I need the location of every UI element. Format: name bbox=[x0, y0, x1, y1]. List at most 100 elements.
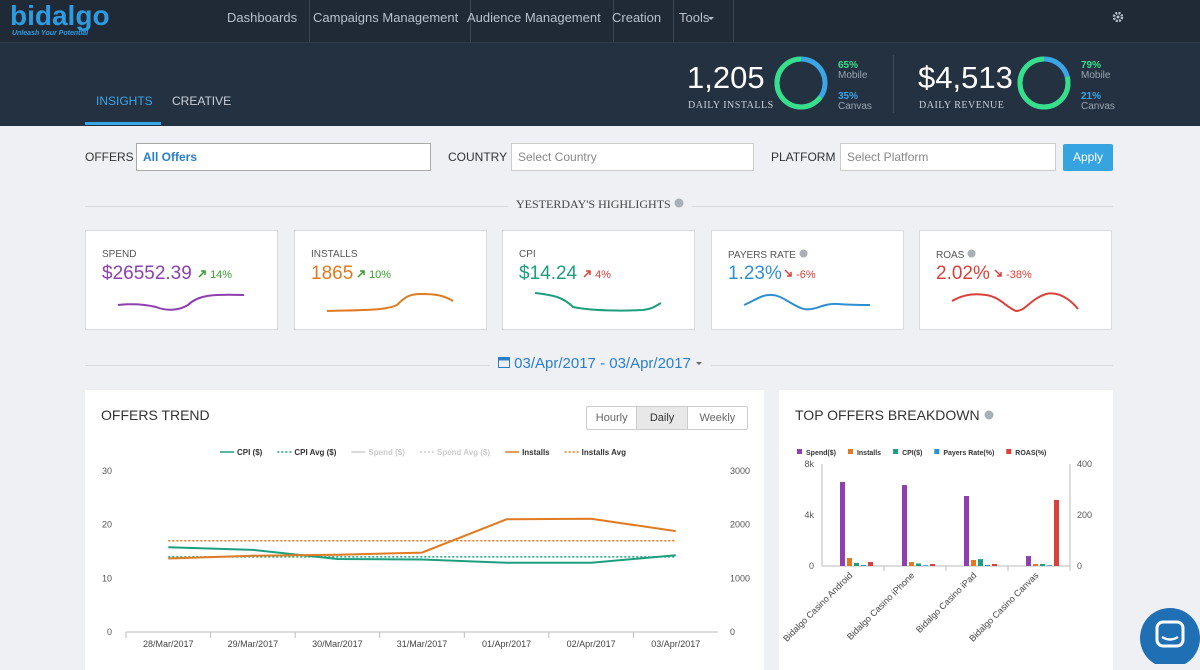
bar bbox=[985, 564, 990, 566]
help-icon[interactable] bbox=[984, 410, 994, 420]
settings-icon[interactable] bbox=[1112, 11, 1124, 23]
card-label-text: ROAS bbox=[936, 250, 965, 261]
tab[interactable]: CREATIVE bbox=[172, 94, 232, 108]
change-text: -6% bbox=[796, 269, 816, 281]
card-label: PAYERS RATE bbox=[728, 249, 808, 261]
y2-tick-label: 2000 bbox=[730, 520, 750, 530]
tab-underline bbox=[85, 122, 161, 125]
nav-item[interactable]: Tools bbox=[667, 0, 735, 42]
toggle-button[interactable]: Hourly bbox=[587, 407, 638, 429]
split-pct: 21% bbox=[1081, 91, 1102, 102]
bar bbox=[840, 481, 845, 566]
y2-tick-label: 200 bbox=[1077, 510, 1092, 520]
panel-title: TOP OFFERS BREAKDOWN bbox=[795, 407, 994, 423]
arrow-up bbox=[583, 270, 591, 278]
x-tick-label: 31/Mar/2017 bbox=[397, 639, 448, 649]
bar bbox=[847, 557, 852, 566]
card-change: 14% bbox=[198, 269, 232, 281]
legend-swatch bbox=[797, 449, 802, 454]
caret bbox=[708, 17, 714, 20]
toggle-button[interactable]: Weekly bbox=[699, 412, 736, 424]
legend-label: Spend($) bbox=[806, 450, 836, 457]
sparkline bbox=[326, 292, 454, 312]
y2-tick-label: 0 bbox=[1077, 561, 1082, 571]
legend-label: CPI($) bbox=[902, 450, 922, 457]
donut-mobile bbox=[774, 56, 828, 110]
platform-select[interactable]: Select Platform bbox=[840, 143, 1056, 171]
x-tick-label: 30/Mar/2017 bbox=[312, 639, 363, 649]
tab-active[interactable]: INSIGHTS bbox=[96, 94, 153, 108]
breakdown-title: TOP OFFERS BREAKDOWN bbox=[795, 407, 980, 423]
card-label: CPI bbox=[519, 249, 536, 260]
date-range: 03/Apr/2017 - 03/Apr/2017 bbox=[514, 355, 691, 372]
donut bbox=[1017, 56, 1071, 110]
country-select[interactable]: Select Country bbox=[511, 143, 754, 171]
y-tick-label: 4k bbox=[804, 510, 814, 520]
nav-item[interactable]: Campaigns Management bbox=[301, 0, 472, 42]
arrow-down bbox=[784, 269, 792, 277]
kpi-label: DAILY REVENUE bbox=[919, 100, 1005, 111]
apply-button[interactable]: Apply bbox=[1063, 144, 1113, 171]
legend-label: Installs bbox=[522, 448, 550, 457]
bar bbox=[930, 563, 935, 566]
legend-label: Spend ($) bbox=[368, 448, 405, 457]
donut-mobile bbox=[1017, 56, 1071, 110]
help-icon[interactable] bbox=[799, 249, 808, 258]
date-picker[interactable]: 03/Apr/2017 - 03/Apr/2017 bbox=[490, 355, 712, 372]
bar bbox=[1026, 556, 1031, 566]
series-line bbox=[168, 517, 676, 560]
bar bbox=[992, 563, 997, 566]
bar bbox=[964, 496, 969, 566]
change-text: 4% bbox=[595, 269, 611, 281]
card-value: $14.24 bbox=[519, 263, 578, 284]
split-pct: 65% bbox=[838, 60, 859, 71]
legend-label: CPI ($) bbox=[237, 448, 263, 457]
toggle-button[interactable]: Daily bbox=[637, 407, 688, 429]
x-tick-label: 03/Apr/2017 bbox=[651, 639, 700, 649]
y-tick-label: 30 bbox=[102, 466, 112, 476]
granularity-toggle: Hourly Daily Weekly bbox=[586, 406, 748, 430]
card-label-text: PAYERS RATE bbox=[728, 250, 796, 261]
header: INSIGHTS CREATIVE 1,205 DAILY INSTALLS 6… bbox=[0, 43, 1200, 126]
card-label: INSTALLS bbox=[311, 249, 358, 260]
x-tick-label: 28/Mar/2017 bbox=[143, 639, 194, 649]
y2-tick-label: 1000 bbox=[730, 573, 750, 583]
x-tick-label: Bidalgo Casino iPhone bbox=[845, 570, 916, 641]
chat-button[interactable] bbox=[1140, 608, 1200, 664]
sparkline bbox=[534, 292, 662, 312]
card-change: -38% bbox=[994, 269, 1032, 281]
nav-item[interactable]: Creation bbox=[600, 0, 675, 42]
legend-swatch bbox=[934, 449, 940, 454]
card-label: SPEND bbox=[102, 249, 137, 260]
bar bbox=[978, 559, 983, 566]
legend-swatch bbox=[893, 449, 899, 454]
legend-label: Installs bbox=[857, 450, 881, 457]
highlight-card: SPEND $26552.39 14% bbox=[85, 230, 278, 330]
highlight-card: CPI $14.24 4% bbox=[502, 230, 695, 330]
logo[interactable]: bidalgo bbox=[10, 0, 110, 31]
legend-label: Spend Avg ($) bbox=[437, 448, 491, 457]
arrow-up bbox=[198, 270, 206, 278]
nav-item[interactable]: Audience Management bbox=[455, 0, 614, 42]
x-tick-label: Bidalgo Casino Canvas bbox=[967, 570, 1041, 644]
split-pct: 79% bbox=[1081, 60, 1102, 71]
bar bbox=[902, 485, 907, 566]
bar bbox=[868, 561, 873, 566]
legend-label: ROAS(%) bbox=[1015, 450, 1046, 457]
card-value: 2.02% bbox=[936, 263, 990, 284]
help-icon[interactable] bbox=[674, 198, 684, 208]
kpi-label: DAILY INSTALLS bbox=[688, 100, 774, 111]
change-text: 10% bbox=[369, 269, 392, 281]
arrow-down bbox=[994, 269, 1002, 277]
donut bbox=[774, 56, 828, 110]
filter-label: PLATFORM bbox=[771, 150, 836, 164]
help-icon[interactable] bbox=[967, 249, 976, 258]
divider bbox=[893, 55, 894, 113]
nav-item[interactable]: Dashboards bbox=[215, 0, 311, 42]
y2-tick-label: 0 bbox=[730, 627, 735, 637]
card-change: 4% bbox=[583, 269, 611, 281]
series-line bbox=[168, 546, 676, 564]
offers-select[interactable]: All Offers bbox=[136, 143, 431, 171]
